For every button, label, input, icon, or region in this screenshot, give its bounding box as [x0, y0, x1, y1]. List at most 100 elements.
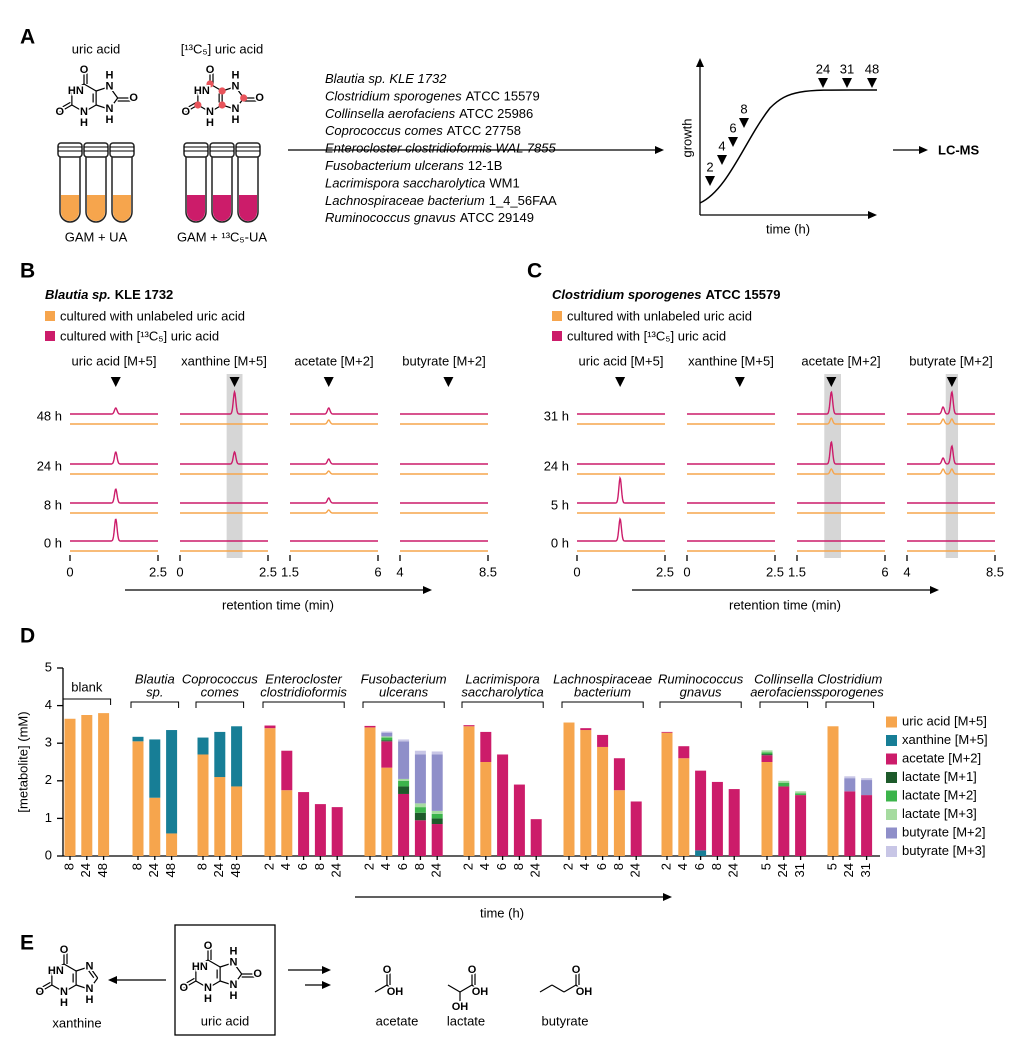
x-tick-label: 4	[675, 863, 690, 870]
legend-swatch	[886, 753, 897, 765]
trace	[290, 470, 378, 475]
organism-name: Ruminococcus gnavus	[325, 211, 456, 226]
x-tick-label: 0	[66, 564, 73, 579]
x-tick-label: 8	[709, 863, 724, 870]
bar-segment	[795, 795, 807, 856]
group-label: Lachnospiraceae	[553, 671, 652, 686]
bar-segment	[695, 850, 707, 856]
bond	[195, 980, 209, 989]
legend-label: cultured with unlabeled uric acid	[60, 308, 245, 323]
legend-label: xanthine [M+5]	[902, 732, 988, 747]
tube-cap	[183, 142, 209, 158]
timepoint-label: 2	[706, 159, 713, 174]
tube-liquid	[61, 195, 79, 221]
group-label: comes	[201, 684, 240, 699]
bond	[59, 104, 73, 113]
group-bracket	[262, 701, 345, 708]
bond	[75, 984, 90, 990]
bar-segment	[795, 793, 807, 796]
bar-segment	[414, 754, 426, 804]
x-tick-label: 5	[758, 863, 773, 870]
y-tick-label: 1	[45, 810, 52, 825]
x-tick-label: 2	[361, 863, 376, 870]
trace	[577, 517, 665, 542]
bond	[75, 966, 90, 972]
panel-letter: C	[527, 260, 542, 283]
bond	[459, 984, 473, 993]
organism-name: Enterocloster clostridioformis WAL 7855	[325, 141, 557, 156]
atom-label: N	[105, 103, 113, 115]
timepoint-marker	[728, 137, 738, 147]
atom-label: O	[55, 106, 64, 118]
bar-segment	[661, 732, 673, 856]
x-tick-label: 2.5	[766, 564, 784, 579]
x-tick-label: 6	[295, 863, 310, 870]
tube-cap	[209, 142, 235, 158]
lcms-label: LC-MS	[938, 142, 979, 157]
bar-segment	[580, 730, 592, 856]
bar-segment	[431, 818, 443, 825]
bar-segment	[563, 722, 575, 856]
bond	[551, 984, 565, 993]
bond	[232, 973, 243, 986]
bar-segment	[678, 746, 690, 759]
group-label: Enterocloster	[265, 671, 342, 686]
bar-segment	[827, 726, 839, 856]
bar-segment	[463, 725, 475, 727]
medium-label: GAM + UA	[65, 229, 128, 244]
x-tick-label: 31	[858, 863, 873, 877]
organism: Clostridium sporogenes ATCC 15579	[325, 89, 540, 104]
peak-marker	[110, 377, 121, 387]
row-label: 8 h	[44, 497, 62, 512]
organism: Fusobacterium ulcerans 12-1B	[325, 158, 502, 173]
organism: Blautia sp. KLE 1732	[325, 71, 447, 86]
column-header: uric acid [M+5]	[579, 353, 664, 368]
group-bracket	[561, 701, 644, 708]
group-bracket	[759, 701, 809, 708]
column-header: butyrate [M+2]	[909, 353, 992, 368]
trace	[290, 458, 378, 465]
group-bracket	[659, 701, 742, 708]
tube-liquid	[239, 195, 257, 221]
legend-label: lactate [M+3]	[902, 806, 977, 821]
atom-label: H	[85, 994, 93, 1006]
bar-segment	[497, 754, 509, 856]
timepoint-label: 24	[816, 61, 830, 76]
bond	[195, 959, 209, 968]
trace	[70, 451, 158, 465]
group-label: Coprococcus	[182, 671, 258, 686]
x-tick-label: 5	[824, 863, 839, 870]
bar-segment	[98, 713, 110, 856]
organism-name: Lacrimispora saccharolytica	[325, 176, 485, 191]
bar-segment	[364, 725, 376, 728]
atom-label: H	[231, 114, 239, 126]
legend-label: butyrate [M+2]	[902, 824, 985, 839]
column-header: xanthine [M+5]	[181, 353, 267, 368]
bar-segment	[81, 715, 93, 856]
timepoint-marker	[717, 155, 727, 165]
bar-segment	[761, 750, 773, 753]
bar-segment	[398, 741, 410, 779]
group-label: Clostridium	[817, 671, 882, 686]
group-label: Blautia	[135, 671, 175, 686]
group-label: sp.	[146, 684, 163, 699]
row-label: 24 h	[37, 458, 62, 473]
bar-segment	[414, 820, 426, 856]
double-bond	[37, 981, 51, 990]
bond	[39, 984, 53, 993]
bar-segment	[431, 754, 443, 811]
column-header: uric acid [M+5]	[72, 353, 157, 368]
bar-segment	[166, 730, 178, 834]
atom-label: N	[204, 982, 212, 994]
row-label: 31 h	[544, 408, 569, 423]
atom-label: O	[468, 964, 477, 976]
x-tick-label: 48	[228, 863, 243, 877]
bar-segment	[414, 750, 426, 755]
organism-name: Collinsella aerofaciens	[325, 106, 456, 121]
tube-liquid	[113, 195, 131, 221]
bond	[563, 984, 577, 993]
bar-segment	[414, 812, 426, 821]
column-header: acetate [M+2]	[801, 353, 880, 368]
bar-segment	[414, 803, 426, 808]
x-tick-label: 6	[692, 863, 707, 870]
